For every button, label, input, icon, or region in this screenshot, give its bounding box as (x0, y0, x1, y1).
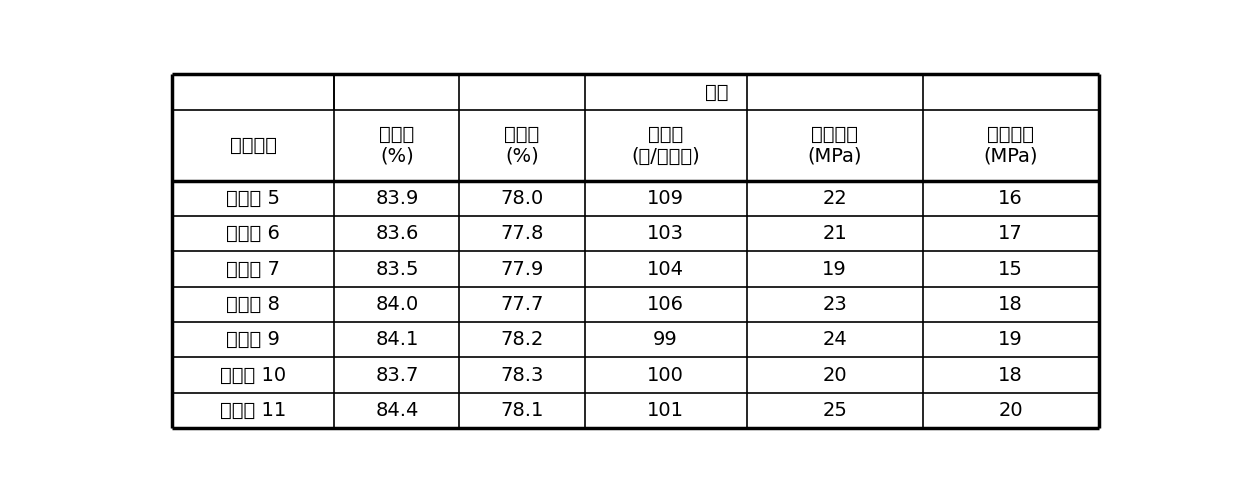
Text: 77.9: 77.9 (500, 259, 543, 279)
Text: 20: 20 (998, 401, 1023, 420)
Text: 77.7: 77.7 (500, 295, 543, 314)
Text: 83.9: 83.9 (376, 189, 419, 208)
Text: 实施例 7: 实施例 7 (227, 259, 280, 279)
Text: 109: 109 (647, 189, 684, 208)
Text: 77.8: 77.8 (500, 224, 543, 243)
Text: 78.1: 78.1 (500, 401, 543, 420)
Text: 19: 19 (998, 330, 1023, 349)
Text: 24: 24 (822, 330, 847, 349)
Text: 78.2: 78.2 (500, 330, 543, 349)
Text: 21: 21 (822, 224, 847, 243)
Text: 气孔率
(%): 气孔率 (%) (379, 125, 414, 166)
Text: 渗水率
(克/立方米): 渗水率 (克/立方米) (631, 125, 701, 166)
Text: 实施例 10: 实施例 10 (221, 366, 286, 385)
Text: 抗弯强度
(MPa): 抗弯强度 (MPa) (983, 125, 1038, 166)
Text: 84.1: 84.1 (376, 330, 419, 349)
Text: 实施例 8: 实施例 8 (227, 295, 280, 314)
Text: 实施例 5: 实施例 5 (227, 189, 280, 208)
Text: 实施例 11: 实施例 11 (221, 401, 286, 420)
Text: 22: 22 (822, 189, 847, 208)
Text: 78.0: 78.0 (501, 189, 543, 208)
Text: 实施例 6: 实施例 6 (227, 224, 280, 243)
Text: 83.6: 83.6 (376, 224, 419, 243)
Text: 83.5: 83.5 (376, 259, 419, 279)
Text: 101: 101 (647, 401, 684, 420)
Text: 闭孔率
(%): 闭孔率 (%) (505, 125, 539, 166)
Text: 抗压强度
(MPa): 抗压强度 (MPa) (807, 125, 862, 166)
Text: 18: 18 (998, 366, 1023, 385)
Text: 18: 18 (998, 295, 1023, 314)
Text: 25: 25 (822, 401, 847, 420)
Text: 19: 19 (822, 259, 847, 279)
Text: 99: 99 (653, 330, 678, 349)
Text: 83.7: 83.7 (376, 366, 419, 385)
Text: 100: 100 (647, 366, 684, 385)
Text: 15: 15 (998, 259, 1023, 279)
Text: 104: 104 (647, 259, 684, 279)
Text: 性能: 性能 (704, 82, 728, 102)
Text: 103: 103 (647, 224, 684, 243)
Text: 84.4: 84.4 (376, 401, 419, 420)
Text: 23: 23 (822, 295, 847, 314)
Text: 20: 20 (822, 366, 847, 385)
Text: 实施例 9: 实施例 9 (227, 330, 280, 349)
Text: 84.0: 84.0 (376, 295, 419, 314)
Text: 16: 16 (998, 189, 1023, 208)
Text: 106: 106 (647, 295, 684, 314)
Text: 78.3: 78.3 (500, 366, 543, 385)
Text: 17: 17 (998, 224, 1023, 243)
Text: 样品编号: 样品编号 (229, 136, 277, 155)
